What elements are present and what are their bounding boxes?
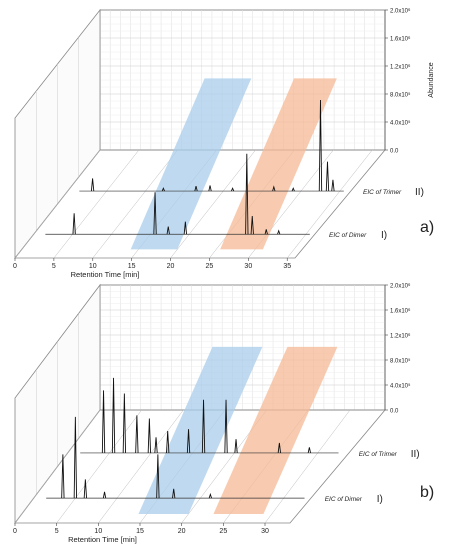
series-peak [194,186,198,192]
series-peak [325,161,330,192]
x-axis-label: Retention Time [min] [68,535,137,544]
panel-a: EIC of Dimer I) EIC of Trimer II) 0 5 10 15 20 25… [13,8,435,280]
floor-grid-line [53,149,140,259]
series-peak [264,229,268,235]
series-peak [90,178,95,192]
series-peak [102,491,107,499]
z-tick-label: 8.0x10⁵ [390,92,411,99]
floor-grid-line [170,149,256,259]
z-tick-label: 1.2x10⁶ [390,333,411,340]
x-tick-label: 10 [89,263,97,270]
z-tick-label: 4.0x10⁵ [390,120,411,127]
series-peak [230,187,235,192]
series-peak [166,431,170,453]
series-peak [277,229,281,235]
highlight-region-0 [138,346,263,514]
z-tick-label: 0.0 [390,409,399,415]
x-tick-label: 25 [206,263,214,270]
panel-label: a) [420,219,434,236]
x-tick-label: 15 [136,528,144,535]
series-peak [172,488,176,499]
series-roman: II) [415,187,424,198]
z-tick-label: 8.0x10⁵ [390,358,411,365]
x-tick-label: 30 [244,263,252,270]
series-roman: II) [411,449,420,460]
x-tick-label: 5 [55,528,59,535]
series-peak [234,439,238,453]
z-tick-label: 1.6x10⁶ [390,36,411,43]
x-tick-label: 20 [178,528,186,535]
series-peak [156,454,160,499]
series-label: EIC of Trimer [359,451,398,458]
series-peak [161,187,165,192]
x-tick-label: 35 [283,263,291,270]
series-peak [307,447,312,454]
series-roman: I) [381,230,387,241]
x-tick-label: 25 [219,528,227,535]
x-tick-label: 30 [261,528,269,535]
panel-label: b) [420,484,434,501]
z-tick-label: 4.0x10⁵ [390,383,411,390]
floor-grid-line [56,409,142,524]
series-peak [153,192,157,235]
z-tick-label: 2.0x10⁶ [390,8,411,15]
series-label: EIC of Dimer [325,496,363,503]
series-peak [318,100,323,192]
series-label: EIC of Trimer [363,189,402,196]
x-tick-label: 15 [128,263,136,270]
series-peak [208,492,212,499]
floor-grid-line [287,149,373,259]
series-peak [83,479,88,499]
floor-grid-line [14,409,101,524]
series-peak [101,390,106,453]
series-peak [154,437,158,453]
x-tick-label: 10 [94,528,102,535]
series-peak [166,226,170,235]
series-peak [122,393,127,453]
x-tick-label: 20 [167,263,175,270]
z-tick-label: 0.0 [390,149,399,155]
floor-grid-line [98,409,184,524]
series-peak [272,185,276,192]
x-tick-label: 5 [52,263,56,270]
series-peak [73,416,78,499]
series-peak [186,429,191,453]
series-peak [208,185,212,192]
series-peak [331,179,335,192]
series-peak [111,377,116,453]
highlight-region-1 [220,78,337,250]
z-tick-label: 1.2x10⁶ [390,64,411,71]
series-peak [291,187,295,192]
series-peak [245,153,249,235]
series-roman: I) [377,494,383,505]
floor-grid-line [14,149,101,259]
x-tick-label: 0 [13,528,17,535]
series-peak [277,442,282,453]
series-peak [224,399,228,453]
z-axis-label: Abundance [428,62,435,98]
series-peak [135,415,139,453]
series-peak [72,213,76,235]
floor-grid-line [264,409,351,524]
series-peak [250,216,254,235]
panel-b: EIC of Dimer I) EIC of Trimer II) 0 5 10 15 20 25… [13,283,434,545]
highlight-region-1 [213,346,338,514]
series-peak [61,454,65,499]
floor-grid-line [92,149,178,259]
z-tick-label: 2.0x10⁶ [390,283,411,290]
highlight-region-0 [130,78,252,250]
z-tick-label: 1.6x10⁶ [390,308,411,315]
series-peak [147,418,152,453]
series-peak [183,221,188,235]
x-tick-label: 0 [13,263,17,270]
series-label: EIC of Dimer [329,232,367,239]
x-axis-label: Retention Time [min] [71,270,140,279]
series-peak [201,399,206,453]
